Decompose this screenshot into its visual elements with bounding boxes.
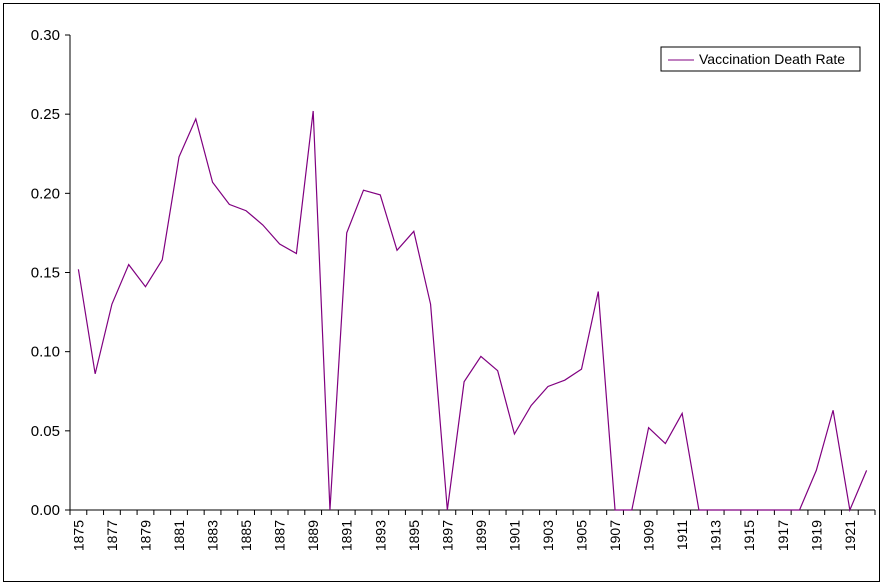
x-tick-label: 1915	[741, 520, 757, 551]
x-tick-label: 1879	[137, 520, 153, 551]
x-tick-label: 1889	[305, 520, 321, 551]
x-tick-label: 1917	[775, 520, 791, 551]
x-tick-label: 1901	[506, 520, 522, 551]
chart-frame: 0.00 0.05 0.10 0.15 0.20 0.25 0.30 1875 1877 187…	[3, 3, 880, 582]
x-tick-label: 1893	[372, 520, 388, 551]
x-tick-label: 1899	[473, 520, 489, 551]
legend-label: Vaccination Death Rate	[699, 51, 845, 67]
x-tick-label: 1881	[171, 520, 187, 551]
x-tick-label: 1897	[439, 520, 455, 551]
series-line-0	[77, 110, 868, 513]
x-tick-label: 1919	[808, 520, 824, 551]
y-tick-label: 0.30	[31, 27, 60, 44]
x-tick-label: 1907	[607, 520, 623, 551]
x-tick-label: 1883	[205, 520, 221, 551]
x-tick-label: 1895	[406, 520, 422, 551]
x-axis: 1875 1877 1879 1881 1883 1885 1887 1889 1891 1893…	[69, 509, 876, 551]
x-tick-label: 1875	[70, 520, 86, 551]
x-tick-label: 1885	[238, 520, 254, 551]
y-tick-label: 0.10	[31, 344, 60, 361]
x-tick-label: 1913	[708, 520, 724, 551]
x-tick-label: 1905	[574, 520, 590, 551]
legend: Vaccination Death Rate	[660, 46, 861, 72]
y-tick-label: 0.15	[31, 265, 60, 282]
y-tick-label: 0.25	[31, 106, 60, 123]
x-tick-label: 1909	[641, 520, 657, 551]
y-axis: 0.00 0.05 0.10 0.15 0.20 0.25 0.30	[31, 27, 71, 519]
x-tick-label: 1921	[842, 520, 858, 551]
legend-box	[660, 46, 861, 72]
line-chart: 0.000.050.100.150.200.250.30 1875 1877 187…	[31, 27, 876, 551]
y-tick-label: 0.00	[31, 502, 60, 519]
x-tick-label: 1903	[540, 520, 556, 551]
x-tick-label: 1877	[104, 520, 120, 551]
x-tick-label: 1911	[674, 520, 690, 550]
x-tick-label: 1887	[272, 520, 288, 551]
y-tick-label: 0.05	[31, 423, 60, 440]
y-tick-label: 0.20	[31, 185, 60, 202]
series-layer	[77, 110, 868, 513]
x-tick-label: 1891	[339, 520, 355, 551]
